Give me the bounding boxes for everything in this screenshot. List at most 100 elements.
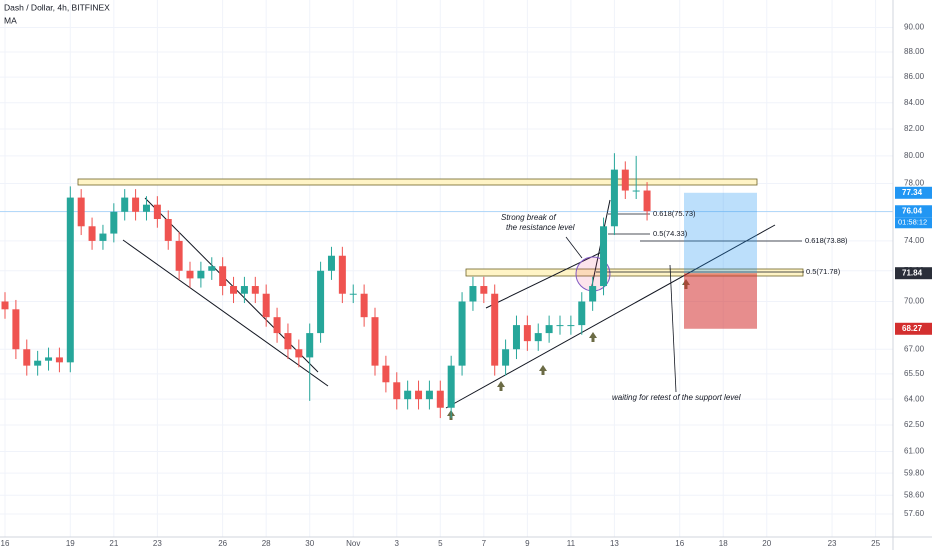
annotation: Strong break of xyxy=(501,213,556,222)
x-tick-label: Nov xyxy=(346,539,360,548)
y-tick-label: 88.00 xyxy=(904,47,925,56)
x-tick-label: 16 xyxy=(1,539,10,548)
resistance-band xyxy=(77,178,758,186)
price-badge-label: 71.84 xyxy=(902,268,923,277)
candle-body xyxy=(567,325,575,327)
target-zone xyxy=(684,192,757,274)
x-tick-label: 11 xyxy=(567,539,576,548)
candle-body xyxy=(327,255,335,271)
candle-body xyxy=(1,301,9,310)
x-tick-label: 3 xyxy=(395,539,400,548)
candle-body xyxy=(425,390,433,400)
rising-line xyxy=(485,249,607,309)
candle-body xyxy=(55,357,63,363)
stop-zone xyxy=(684,273,757,329)
y-tick-label: 59.80 xyxy=(904,468,925,477)
candle-body xyxy=(164,219,172,241)
candle-body xyxy=(338,255,346,294)
y-tick-label: 90.00 xyxy=(904,23,925,32)
candle-body xyxy=(295,349,303,358)
y-tick-label: 65.50 xyxy=(904,369,925,378)
chart-title: Dash / Dollar, 4h, BITFINEX xyxy=(4,2,110,12)
candle-body xyxy=(77,197,85,227)
candle-body xyxy=(632,190,640,192)
candle-body xyxy=(142,204,150,212)
candle-body xyxy=(175,240,183,271)
x-tick-label: 13 xyxy=(610,539,619,548)
y-tick-label: 62.50 xyxy=(904,420,925,429)
candle-body xyxy=(610,169,618,227)
countdown-badge xyxy=(895,217,932,229)
candle-body xyxy=(469,286,477,302)
support-trendline xyxy=(445,224,776,409)
x-tick-label: 21 xyxy=(109,539,118,548)
up-arrow xyxy=(539,365,547,375)
y-tick-label: 82.00 xyxy=(904,124,925,133)
y-tick-label: 80.00 xyxy=(904,151,925,160)
candle-body xyxy=(197,270,205,279)
candle-body xyxy=(621,169,629,191)
candle-body xyxy=(34,360,42,366)
y-tick-label: 67.00 xyxy=(904,344,925,353)
price-badge xyxy=(895,322,932,335)
candle-body xyxy=(23,349,31,366)
candle-body xyxy=(66,197,74,363)
candle-body xyxy=(88,226,96,241)
x-tick-label: 23 xyxy=(153,539,162,548)
candles xyxy=(1,153,651,419)
candle-body xyxy=(110,211,118,234)
channel-bottom xyxy=(122,239,329,387)
y-tick-label: 58.60 xyxy=(904,490,925,499)
candle-body xyxy=(360,293,368,318)
annotation: the resistance level xyxy=(506,223,575,232)
candle-body xyxy=(121,197,129,212)
axes: 90.0088.0086.0084.0082.0080.0078.0076.00… xyxy=(1,23,932,548)
candle-body xyxy=(415,390,423,400)
candle-body xyxy=(240,286,248,294)
fib-label: 0.5(71.78) xyxy=(806,267,841,276)
up-arrow xyxy=(589,332,597,342)
fib-label: 0.5(74.33) xyxy=(653,229,688,238)
x-tick-label: 16 xyxy=(675,539,684,548)
candle-body xyxy=(284,333,292,350)
x-tick-label: 7 xyxy=(482,539,487,548)
x-tick-label: 20 xyxy=(762,539,771,548)
candle-body xyxy=(371,317,379,366)
x-tick-label: 5 xyxy=(438,539,443,548)
fib-label: 0.618(73.88) xyxy=(805,236,848,245)
candle-body xyxy=(534,333,542,342)
candle-body xyxy=(219,266,227,287)
candle-body xyxy=(273,317,281,334)
y-tick-label: 78.00 xyxy=(904,179,925,188)
y-tick-label: 70.00 xyxy=(904,297,925,306)
support-band xyxy=(465,268,804,277)
candle-body xyxy=(404,390,412,400)
candle-body xyxy=(600,226,608,287)
x-tick-label: 9 xyxy=(525,539,530,548)
price-badge-label: 77.34 xyxy=(902,188,923,197)
candle-body xyxy=(393,382,401,400)
candle-body xyxy=(99,233,107,241)
y-tick-label: 74.00 xyxy=(904,236,925,245)
candle-body xyxy=(589,286,597,302)
candle-body xyxy=(436,390,444,408)
break-line xyxy=(589,199,611,296)
fib-label: 0.618(75.73) xyxy=(653,209,696,218)
price-badge-label: 68.27 xyxy=(902,324,923,333)
candle-body xyxy=(502,349,510,366)
x-tick-label: 30 xyxy=(305,539,314,548)
y-tick-label: 61.00 xyxy=(904,447,925,456)
price-badge xyxy=(895,267,932,280)
indicator-label: MA xyxy=(4,15,17,25)
candle-body xyxy=(230,286,238,294)
note-arrow xyxy=(669,264,677,393)
candle-body xyxy=(12,309,20,350)
countdown-label: 01:58:12 xyxy=(898,218,927,227)
candle-body xyxy=(262,293,270,318)
candle-body xyxy=(317,270,325,334)
price-badge xyxy=(895,205,932,218)
x-tick-label: 28 xyxy=(262,539,271,548)
position-boxes xyxy=(0,192,893,329)
